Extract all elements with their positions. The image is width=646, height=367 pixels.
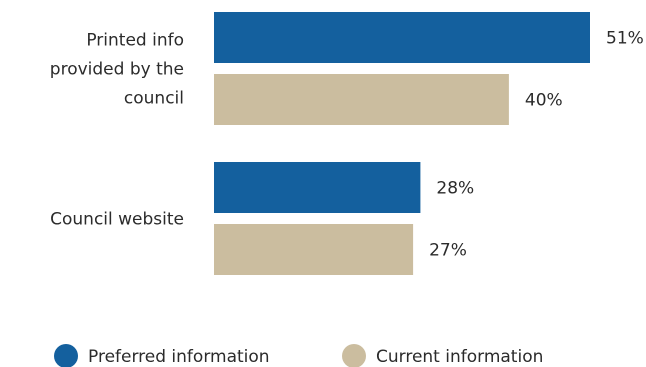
data-label: 40% — [525, 91, 563, 111]
category-label: Council website — [50, 210, 184, 230]
bar — [214, 12, 590, 63]
category-label-line: council — [124, 89, 184, 109]
category-label-line: Council website — [50, 210, 184, 230]
category-label: Printed info provided by the council — [50, 31, 184, 109]
bar — [214, 74, 509, 125]
data-label: 28% — [436, 179, 474, 199]
category-labels: Printed info provided by the council Counci… — [50, 31, 184, 230]
legend-label: Preferred information — [88, 347, 270, 367]
data-label: 27% — [429, 241, 467, 261]
bars — [214, 12, 590, 275]
legend-marker — [342, 344, 366, 367]
bar — [214, 224, 414, 275]
legend-label: Current information — [376, 347, 543, 367]
legend-marker — [54, 344, 78, 367]
category-label-line: provided by the — [50, 60, 184, 80]
legend: Preferred information Current information — [54, 344, 543, 367]
bar — [214, 162, 421, 213]
data-label: 51% — [606, 29, 644, 49]
value-labels: 51% 40% 28% 27% — [429, 29, 644, 261]
category-label-line: Printed info — [86, 31, 184, 51]
